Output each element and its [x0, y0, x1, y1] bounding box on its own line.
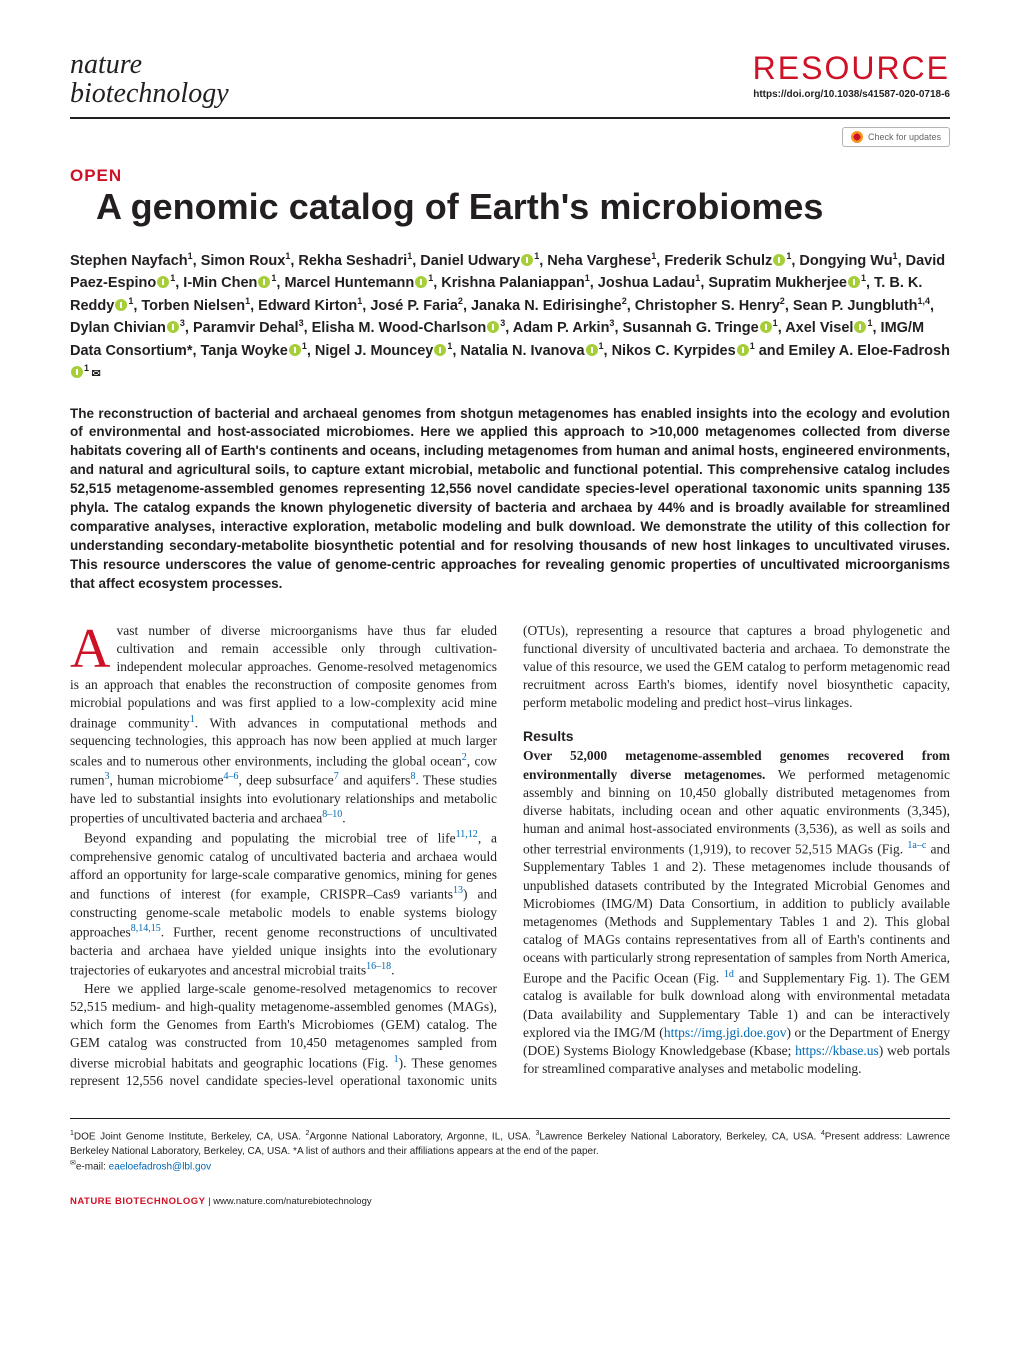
external-link[interactable]: https://kbase.us — [795, 1043, 879, 1058]
check-updates-button[interactable]: Check for updates — [842, 127, 950, 147]
body-text: Avast number of diverse microorganisms h… — [70, 622, 950, 1091]
citation[interactable]: 8,14,15 — [131, 923, 161, 934]
crossmark-icon — [851, 131, 863, 143]
page-header: nature biotechnology RESOURCE https://do… — [70, 50, 950, 119]
fig-ref[interactable]: 1d — [724, 969, 734, 980]
citation[interactable]: 11,12 — [456, 829, 478, 840]
citation[interactable]: 13 — [453, 885, 463, 896]
external-link[interactable]: https://img.jgi.doe.gov — [664, 1025, 787, 1040]
results-heading: Results — [523, 727, 950, 746]
header-right: RESOURCE https://doi.org/10.1038/s41587-… — [753, 50, 950, 100]
citation[interactable]: 16–18 — [366, 961, 391, 972]
citation[interactable]: 4–6 — [224, 771, 239, 782]
doi-link[interactable]: https://doi.org/10.1038/s41587-020-0718-… — [753, 89, 950, 100]
journal-logo: nature biotechnology — [70, 50, 229, 109]
footer-url: www.nature.com/naturebiotechnology — [213, 1196, 371, 1207]
journal-name-line1: nature — [70, 49, 142, 80]
check-updates-row: Check for updates — [70, 127, 950, 148]
paragraph-2: Beyond expanding and populating the micr… — [70, 828, 497, 980]
check-updates-label: Check for updates — [868, 132, 941, 142]
paragraph-results-1: Over 52,000 metagenome-assembled genomes… — [523, 747, 950, 1078]
page-footer: NATURE BIOTECHNOLOGY | www.nature.com/na… — [70, 1196, 950, 1207]
affiliations: 1DOE Joint Genome Institute, Berkeley, C… — [70, 1118, 950, 1174]
author-list: Stephen Nayfach1, Simon Roux1, Rekha Ses… — [70, 250, 950, 385]
section-label: RESOURCE — [753, 50, 950, 87]
dropcap: A — [70, 622, 116, 674]
footer-journal: NATURE BIOTECHNOLOGY — [70, 1196, 205, 1207]
open-access-label: OPEN — [70, 166, 950, 186]
article-title: A genomic catalog of Earth's microbiomes — [96, 186, 950, 228]
fig-ref[interactable]: 1a–c — [907, 840, 926, 851]
paragraph-1: Avast number of diverse microorganisms h… — [70, 622, 497, 828]
journal-name-line2: biotechnology — [70, 78, 229, 109]
abstract: The reconstruction of bacterial and arch… — [70, 405, 950, 594]
citation[interactable]: 8–10 — [322, 809, 342, 820]
